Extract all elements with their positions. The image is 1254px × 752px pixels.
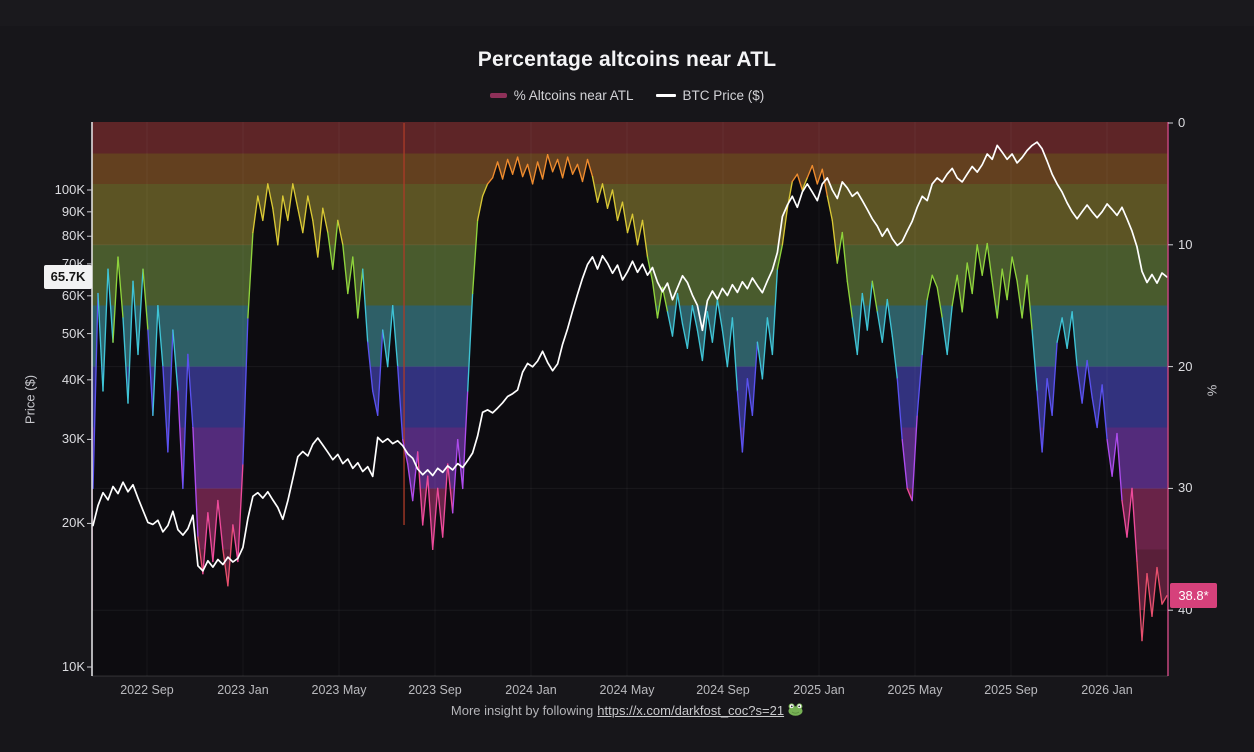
legend: % Altcoins near ATL BTC Price ($) — [0, 88, 1254, 103]
right-axis-tick-label: 20 — [1178, 358, 1193, 374]
right-axis-tick-label: 30 — [1178, 480, 1193, 496]
footer-link[interactable]: https://x.com/darkfost_coc?s=21 — [597, 702, 785, 718]
x-axis-tick-label: 2025 Jan — [793, 683, 845, 697]
page-title: Percentage altcoins near ATL — [477, 48, 777, 71]
legend-item-altcoins: % Altcoins near ATL — [489, 88, 634, 103]
legend-label-btc: BTC Price ($) — [682, 88, 765, 103]
left-axis-tick-label: 30K — [61, 431, 85, 447]
left-axis-tick-label: 50K — [61, 325, 85, 341]
x-axis-tick-label: 2023 Sep — [408, 683, 462, 697]
left-axis-title: Price ($) — [22, 374, 38, 425]
footer-text: More insight by following — [450, 702, 594, 718]
footer-link-emoji[interactable] — [788, 702, 803, 718]
btc-price-badge: 65.7K — [44, 265, 92, 289]
altcoin-series-swatch-icon — [489, 93, 507, 98]
right-axis-title: % — [1204, 384, 1220, 397]
x-axis-tick-label: 2023 May — [311, 683, 367, 697]
frog-icon — [788, 703, 803, 719]
left-axis-tick-label: 60K — [61, 287, 85, 303]
legend-label-altcoins: % Altcoins near ATL — [513, 88, 634, 103]
right-axis-tick-label: 10 — [1178, 236, 1193, 252]
x-axis-tick-label: 2024 Sep — [696, 683, 750, 697]
x-axis-tick-label: 2024 Jan — [505, 683, 557, 697]
legend-item-btc: BTC Price ($) — [655, 88, 765, 103]
x-axis-tick-label: 2025 May — [887, 683, 943, 697]
left-axis-tick-label: 100K — [54, 182, 85, 197]
x-axis-tick-label: 2022 Sep — [120, 683, 174, 697]
left-axis-tick-label: 80K — [61, 228, 85, 244]
altcoin-pct-badge: 38.8* — [1170, 583, 1217, 608]
footer: More insight by following https://x.com/… — [0, 702, 1254, 718]
btc-series-swatch-icon — [655, 94, 676, 97]
x-axis-tick-label: 2026 Jan — [1081, 683, 1133, 697]
left-axis-tick-label: 90K — [61, 203, 85, 219]
left-axis-tick-label: 40K — [61, 371, 85, 387]
x-axis-tick-label: 2025 Sep — [984, 683, 1038, 697]
right-axis-tick-label: 0 — [1178, 115, 1186, 130]
x-axis-tick-label: 2024 May — [599, 683, 655, 697]
left-axis-tick-label: 10K — [61, 659, 85, 674]
x-axis-tick-label: 2023 Jan — [217, 683, 269, 697]
left-axis-tick-label: 20K — [61, 515, 85, 531]
